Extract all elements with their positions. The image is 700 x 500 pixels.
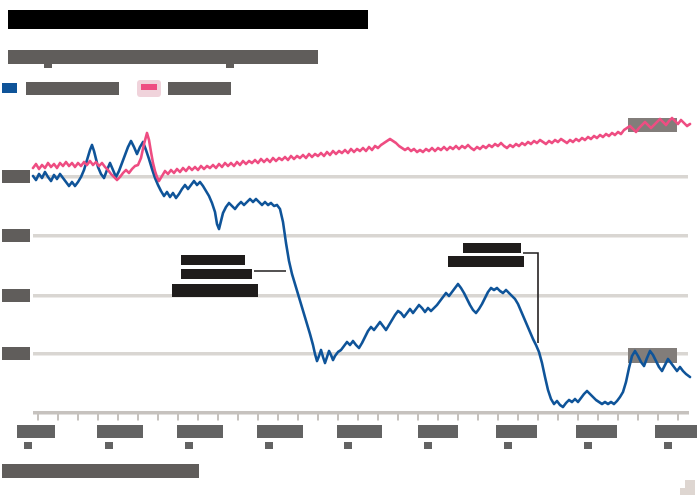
blue-series-legend-label-redacted[interactable] — [26, 82, 119, 95]
y-tick-label-redacted — [2, 170, 30, 183]
annotation-right-text-redacted — [463, 243, 521, 253]
pink-series-legend-label-redacted[interactable] — [168, 82, 231, 95]
x-axis-tick — [57, 414, 59, 421]
source-line-redacted — [2, 464, 199, 478]
annotation-right-text-redacted — [448, 256, 524, 267]
x-axis-tick — [37, 414, 39, 421]
x-tick-year-label-redacted — [344, 442, 352, 449]
x-axis-tick — [677, 414, 679, 421]
x-tick-label-redacted — [418, 425, 458, 438]
x-tick-label-redacted — [177, 425, 223, 438]
x-axis-baseline — [33, 411, 689, 415]
x-tick-year-label-redacted — [24, 442, 32, 449]
blue-series-legend-swatch[interactable] — [2, 83, 17, 93]
x-axis-tick — [397, 414, 399, 421]
x-axis-tick — [577, 414, 579, 421]
x-tick-year-label-redacted — [664, 442, 672, 449]
blue-series-line — [31, 139, 692, 409]
x-axis-tick — [157, 414, 159, 421]
annotation-left-text-redacted — [181, 269, 252, 279]
x-axis-tick — [357, 414, 359, 421]
x-axis-tick — [637, 414, 639, 421]
ft-logo-mark-part — [680, 488, 695, 495]
x-tick-year-label-redacted — [424, 442, 432, 449]
x-tick-year-label-redacted — [504, 442, 512, 449]
x-tick-label-redacted — [337, 425, 382, 438]
x-axis-tick — [297, 414, 299, 421]
x-tick-year-label-redacted — [265, 442, 273, 449]
x-tick-year-label-redacted — [105, 442, 113, 449]
annotation-right-connector — [523, 252, 539, 343]
x-axis-tick — [317, 414, 319, 421]
gridline — [33, 294, 688, 298]
x-tick-label-redacted — [576, 425, 617, 438]
chart-title-redaction-bar — [8, 10, 368, 29]
x-axis-tick — [617, 414, 619, 421]
x-axis-tick — [197, 414, 199, 421]
x-axis-tick — [237, 414, 239, 421]
x-axis-tick — [97, 414, 99, 421]
pink-series-line — [31, 116, 692, 183]
x-axis-tick — [117, 414, 119, 421]
x-axis-tick — [177, 414, 179, 421]
x-axis-tick — [277, 414, 279, 421]
x-axis-tick — [217, 414, 219, 421]
x-tick-label-redacted — [97, 425, 143, 438]
gridline — [33, 175, 688, 179]
x-axis-tick — [657, 414, 659, 421]
x-axis-tick — [77, 414, 79, 421]
x-axis-tick — [257, 414, 259, 421]
subtitle-descender — [44, 63, 52, 68]
y-tick-label-redacted — [2, 289, 30, 302]
x-axis-tick — [477, 414, 479, 421]
x-axis-tick — [597, 414, 599, 421]
x-tick-label-redacted — [257, 425, 303, 438]
x-tick-label-redacted — [496, 425, 537, 438]
x-axis-tick — [497, 414, 499, 421]
x-axis-tick — [537, 414, 539, 421]
x-axis-tick — [437, 414, 439, 421]
x-axis-tick — [417, 414, 419, 421]
pink-series-legend-swatch[interactable] — [141, 84, 157, 90]
annotation-left-text-redacted — [181, 255, 245, 265]
x-tick-label-redacted — [17, 425, 55, 438]
x-axis-tick — [457, 414, 459, 421]
y-tick-label-redacted — [2, 347, 30, 360]
gridline — [33, 352, 688, 356]
x-tick-label-redacted — [655, 425, 697, 438]
chart-subtitle-redacted — [8, 50, 318, 64]
x-axis-tick — [137, 414, 139, 421]
ft-logo-mark-part — [685, 480, 695, 488]
x-tick-year-label-redacted — [185, 442, 193, 449]
x-tick-year-label-redacted — [584, 442, 592, 449]
annotation-left-text-redacted — [172, 284, 258, 297]
x-axis-tick — [517, 414, 519, 421]
subtitle-descender — [226, 63, 234, 68]
x-axis-tick — [557, 414, 559, 421]
gridline — [33, 234, 688, 238]
x-axis-tick — [377, 414, 379, 421]
y-tick-label-redacted — [2, 229, 30, 242]
x-axis-tick — [337, 414, 339, 421]
